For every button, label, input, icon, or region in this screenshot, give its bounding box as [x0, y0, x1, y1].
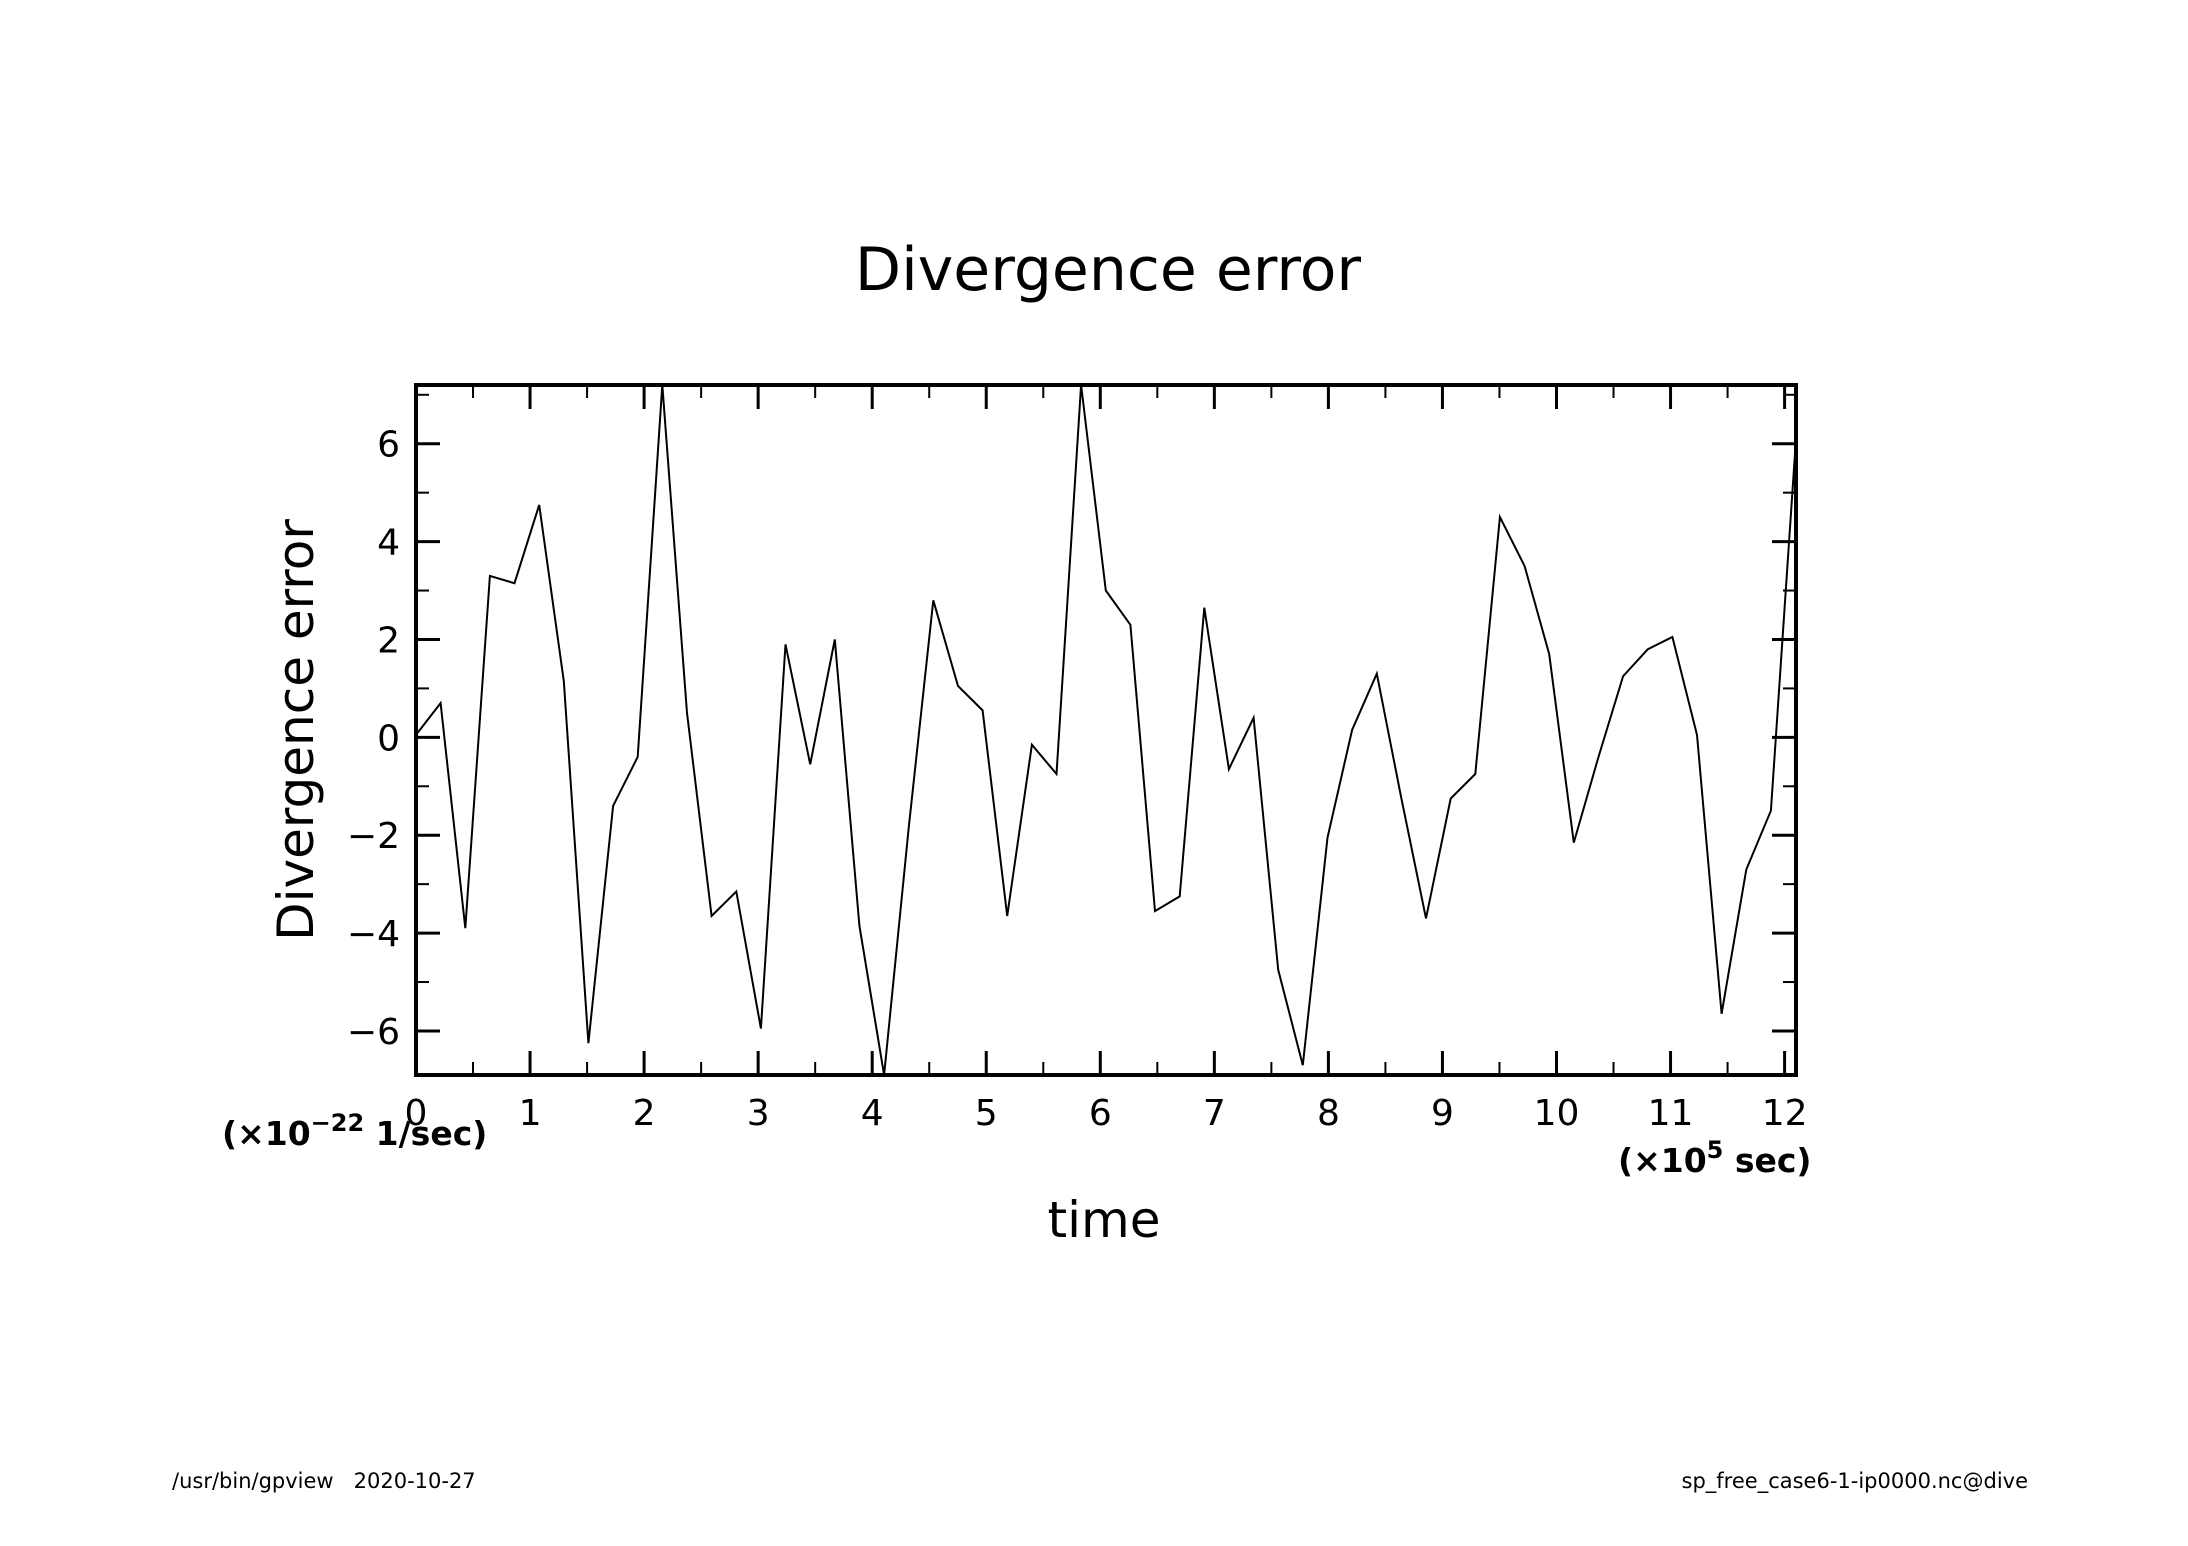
x-tick-label-3: 3 — [747, 1093, 770, 1134]
x-axis-label: time — [1048, 1191, 1161, 1249]
y-axis-label: Divergence error — [267, 519, 325, 941]
series-layer — [415, 384, 1797, 1076]
x-unit-label: (×105 sec) — [1618, 1136, 1812, 1180]
footer-right: sp_free_case6-1-ip0000.nc@dive — [1682, 1469, 2028, 1494]
y-tick-label-5: 4 — [377, 523, 400, 564]
y-tick-label-0: −6 — [347, 1012, 400, 1053]
chart-title: Divergence error — [855, 235, 1361, 305]
x-tick-label-4: 4 — [861, 1093, 884, 1134]
axis-ticks — [414, 385, 1796, 1075]
footer-left: /usr/bin/gpview 2020-10-27 — [172, 1469, 476, 1493]
y-tick-label-2: −2 — [347, 816, 400, 857]
x-tick-label-0: 0 — [405, 1093, 428, 1134]
x-tick-label-11: 11 — [1648, 1093, 1694, 1134]
y-tick-label-1: −4 — [347, 914, 400, 955]
x-tick-label-8: 8 — [1317, 1093, 1340, 1134]
y-unit-exponent: −22 — [311, 1109, 365, 1137]
x-tick-label-5: 5 — [975, 1093, 998, 1134]
x-tick-label-2: 2 — [633, 1093, 656, 1134]
x-tick-label-6: 6 — [1089, 1093, 1112, 1134]
x-tick-label-9: 9 — [1431, 1093, 1454, 1134]
series-line-0 — [415, 384, 1797, 1076]
y-tick-label-4: 2 — [377, 620, 400, 661]
x-tick-label-7: 7 — [1203, 1093, 1226, 1134]
x-tick-label-12: 12 — [1762, 1093, 1808, 1134]
y-unit-label: (×10−22 1/sec) — [222, 1109, 487, 1153]
x-tick-label-10: 10 — [1534, 1093, 1580, 1134]
x-tick-label-1: 1 — [519, 1093, 542, 1134]
x-unit-exponent: 5 — [1707, 1136, 1724, 1164]
plot-frame — [414, 383, 1798, 1077]
y-tick-label-3: 0 — [377, 718, 400, 759]
y-tick-label-6: 6 — [377, 425, 400, 466]
